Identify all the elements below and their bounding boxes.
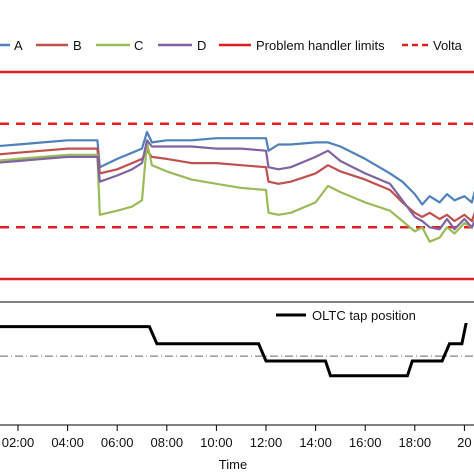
x-tick-label-9: 20 [457, 435, 471, 450]
oltc-tap-series [0, 305, 474, 378]
legend-label-b: B [73, 38, 82, 53]
legend-label-volta: Volta [433, 38, 463, 53]
lower-panel: OLTC tap position 02:00 04:00 06:00 08:00 10… [0, 301, 474, 472]
x-tick-label-1: 04:00 [51, 435, 84, 450]
legend-label-d: D [197, 38, 206, 53]
x-tick-label-3: 08:00 [151, 435, 184, 450]
x-tick-label-8: 18:00 [399, 435, 432, 450]
reference-lines [0, 70, 474, 281]
tap-legend-label: OLTC tap position [312, 308, 416, 323]
legend-label-limits: Problem handler limits [256, 38, 385, 53]
oltc-tap-line [0, 305, 474, 378]
x-axis-ticks: 02:00 04:00 06:00 08:00 10:00 12:00 14:00 16:00… [2, 425, 472, 450]
legend-label-c: C [134, 38, 143, 53]
x-tick-label-7: 16:00 [349, 435, 382, 450]
phase-voltage-series [0, 130, 474, 243]
legend: A B C D Problem handler limits Volta [0, 38, 463, 53]
x-tick-label-2: 06:00 [101, 435, 134, 450]
series-line-b [0, 147, 474, 223]
x-axis-title: Time [219, 457, 247, 472]
x-tick-label-6: 14:00 [299, 435, 332, 450]
series-line-d [0, 139, 474, 231]
series-line-c [0, 141, 474, 243]
x-tick-label-4: 10:00 [200, 435, 233, 450]
x-tick-label-0: 02:00 [2, 435, 35, 450]
series-line-a [0, 130, 474, 206]
tap-legend-box [262, 305, 474, 323]
legend-label-a: A [14, 38, 23, 53]
upper-panel [0, 70, 474, 281]
x-tick-label-5: 12:00 [250, 435, 283, 450]
